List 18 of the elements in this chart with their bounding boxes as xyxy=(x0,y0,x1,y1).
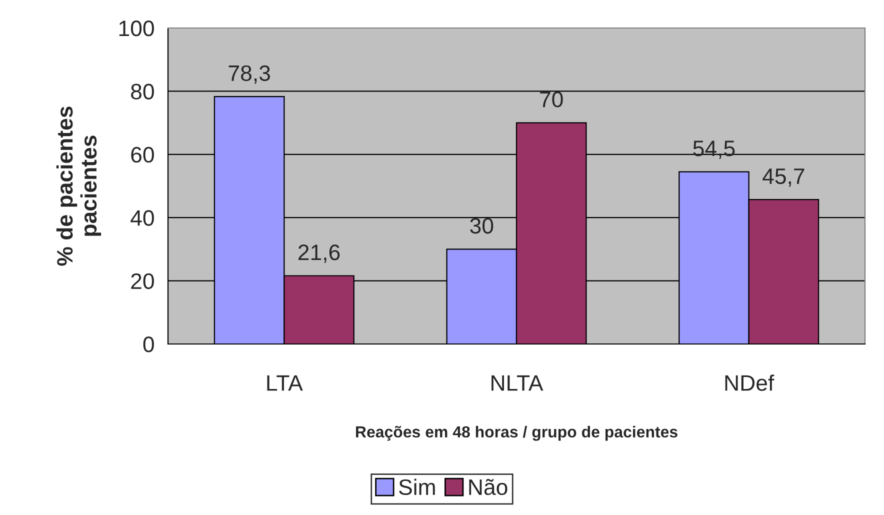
data-label: 45,7 xyxy=(762,168,804,187)
legend-label: Sim xyxy=(399,478,435,496)
x-tick-label: NLTA xyxy=(492,375,544,391)
y-tick-label: 60 xyxy=(131,146,154,163)
x-tick-label: NDef xyxy=(725,374,774,391)
y-tick-label: 40 xyxy=(130,210,154,226)
x-axis-title: Reações em 48 horas / grupo de pacientes xyxy=(356,426,678,441)
data-label: 21,6 xyxy=(298,244,340,263)
data-label: 30 xyxy=(470,218,494,234)
y-tick-label: 100 xyxy=(119,20,154,36)
y-tick-label: 0 xyxy=(143,336,154,352)
y-tick-label: 80 xyxy=(131,84,154,100)
y-tick-label: 20 xyxy=(131,273,154,290)
y-axis-title: % de pacientes pacientes xyxy=(56,106,102,266)
x-tick-label: LTA xyxy=(267,375,303,391)
data-label: 70 xyxy=(540,92,563,108)
data-label: 78,3 xyxy=(228,65,270,84)
legend-label: Não xyxy=(469,478,508,496)
